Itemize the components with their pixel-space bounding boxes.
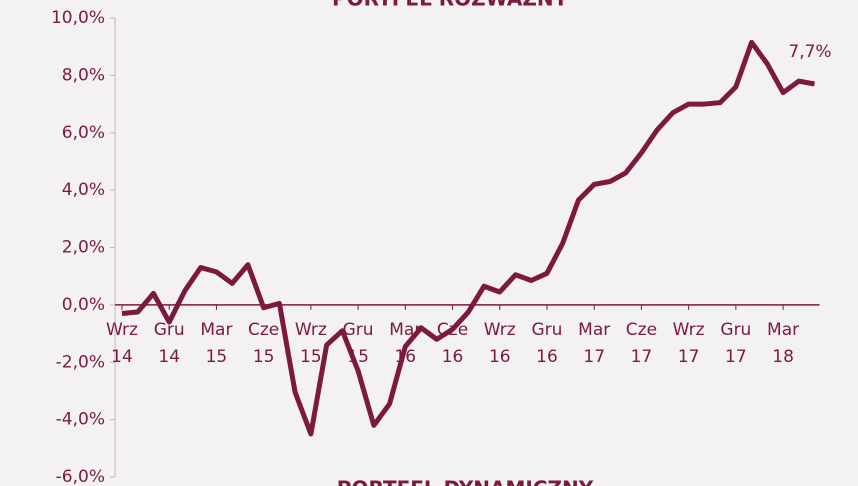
x-tick-label: Cze 15 <box>248 320 279 367</box>
x-tick-label: Gru 17 <box>720 320 751 367</box>
y-tick-label: 4,0% <box>62 180 105 200</box>
x-tick-label: Gru 14 <box>154 320 185 367</box>
x-tick-label: Gru 16 <box>532 320 563 367</box>
x-tick-label: Wrz 17 <box>673 320 705 367</box>
y-tick-label: 0,0% <box>62 295 105 315</box>
x-tick-label: Wrz 16 <box>484 320 516 367</box>
y-tick-label: 6,0% <box>62 123 105 143</box>
x-tick-label: Mar 18 <box>767 320 799 367</box>
x-tick-label: Wrz 14 <box>106 320 138 367</box>
chart-title: PORTFEL ROZWAŻNY <box>332 0 569 11</box>
x-tick-label: Cze 17 <box>626 320 657 367</box>
x-tick-label: Mar 15 <box>200 320 232 367</box>
x-tick-label: Mar 17 <box>578 320 610 367</box>
y-tick-label: -4,0% <box>56 410 105 430</box>
y-tick-label: 10,0% <box>51 8 105 28</box>
next-chart-title: PORTFEL DYNAMICZNY <box>337 477 594 486</box>
y-tick-label: 2,0% <box>62 238 105 258</box>
y-tick-label: 8,0% <box>62 65 105 85</box>
y-tick-label: -6,0% <box>56 467 105 486</box>
y-tick-label: -2,0% <box>56 352 105 372</box>
annotation: 7,7% <box>788 42 831 62</box>
x-tick-label: Wrz 15 <box>295 320 327 367</box>
data-line <box>121 39 816 437</box>
